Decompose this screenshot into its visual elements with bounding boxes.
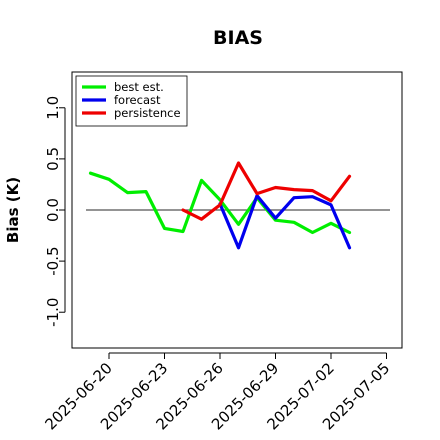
- series-line-best-est: [88, 171, 352, 235]
- plot-frame: [71, 71, 403, 349]
- legend-label-best-est: best est.: [114, 80, 164, 94]
- y-tick-label: -0.5: [44, 246, 62, 275]
- series-line-persistence: [181, 161, 352, 221]
- series-line-forecast: [218, 194, 352, 250]
- y-axis: -1.0 -0.5 0.0 0.5 1.0: [44, 96, 66, 327]
- y-tick-label: 0.5: [44, 147, 62, 171]
- y-tick-label: -1.0: [44, 298, 62, 327]
- y-tick-label: 1.0: [44, 96, 62, 120]
- series-layer: [88, 161, 352, 250]
- chart-title: BIAS: [213, 27, 263, 49]
- y-axis-title: Bias (K): [4, 177, 22, 243]
- y-tick-label: 0.0: [44, 198, 62, 222]
- x-axis: 2025-06-202025-06-232025-06-262025-06-29…: [41, 352, 393, 433]
- legend-label-persistence: persistence: [114, 106, 181, 120]
- legend-label-forecast: forecast: [114, 93, 161, 107]
